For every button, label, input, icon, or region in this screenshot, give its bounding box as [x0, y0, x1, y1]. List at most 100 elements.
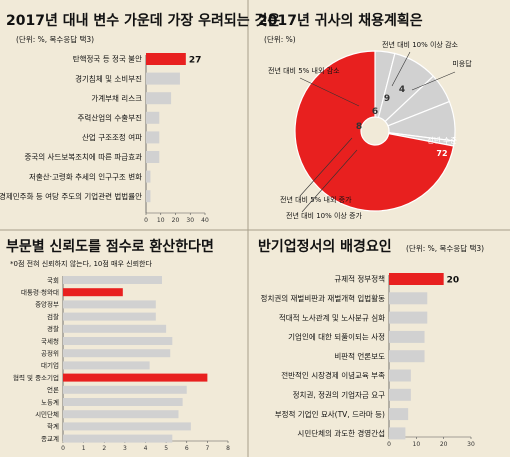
bar — [63, 349, 171, 358]
panel-hiring-subtitle: (단위: %) — [264, 34, 296, 44]
slice-value-label: 72 — [436, 149, 447, 158]
slice-name-label: 전년 수준 — [427, 135, 457, 145]
callout-label: 전년 대비 5% 내외 증가 — [280, 195, 352, 204]
bar — [63, 312, 156, 321]
callout-line — [391, 51, 411, 87]
bar — [63, 276, 162, 284]
category-label: 시민단체의 과도한 경영간섭 — [297, 428, 385, 438]
category-label: 적대적 노사관계 및 노사분규 심화 — [279, 312, 385, 322]
callout-line — [299, 137, 353, 197]
x-tick-label: 0 — [61, 445, 65, 452]
panel-anti-business-subtitle: (단위: %, 복수응답 택3) — [406, 243, 484, 253]
x-tick-label: 8 — [226, 445, 230, 452]
pie-slice — [294, 50, 455, 212]
category-label: 학계 — [47, 422, 59, 431]
x-tick-label: 40 — [201, 217, 209, 224]
slice-value-label: 9 — [384, 94, 390, 104]
bar — [63, 300, 156, 309]
category-label: 경찰 — [47, 324, 59, 333]
bar — [146, 131, 160, 144]
bar — [389, 330, 425, 343]
category-label: 협력 및 중소기업 — [13, 373, 59, 382]
bar — [389, 273, 444, 285]
bar — [389, 311, 428, 324]
x-tick-label: 2 — [102, 445, 106, 452]
category-label: 비판적 언론보도 — [334, 351, 385, 361]
category-label: 산업 구조조정 여파 — [82, 132, 142, 142]
bar — [63, 324, 167, 333]
bar — [389, 427, 406, 440]
category-label: 저출산·고령화 추세의 인구구조 변화 — [29, 171, 142, 181]
panel-concerns-subtitle: (단위: %, 복수응답 택3) — [16, 34, 94, 44]
panel-anti-business: 반기업정서의 배경요인 (단위: %, 복수응답 택3) 0 10 20 30 규제적 … — [258, 238, 484, 448]
panel-hiring-title: 2017년 귀사의 채용계획은 — [258, 12, 423, 29]
bar — [146, 92, 172, 105]
bar — [63, 288, 123, 297]
category-label: 정치권, 정권의 기업자금 요구 — [293, 390, 385, 400]
callout-label: 미응답 — [452, 59, 472, 68]
callout-label: 전년 대비 5% 내외 감소 — [268, 66, 340, 75]
x-tick-label: 30 — [186, 217, 194, 224]
bar — [146, 53, 186, 65]
bar — [146, 170, 151, 183]
bar — [63, 434, 173, 443]
bar — [389, 350, 425, 363]
category-label: 대기업 — [41, 361, 59, 370]
category-label: 규제적 정부정책 — [334, 274, 385, 284]
panel-concerns: 2017년 대내 변수 가운데 가장 우려되는 것은 (단위: %, 복수응답 … — [0, 12, 280, 224]
bar — [63, 337, 173, 345]
bar — [63, 422, 191, 431]
x-tick-label: 0 — [144, 217, 148, 224]
bar — [146, 111, 160, 124]
bar — [63, 361, 150, 370]
slice-value-label: 6 — [372, 107, 378, 117]
x-tick-label: 10 — [413, 441, 421, 448]
bar — [389, 369, 411, 382]
bar — [389, 388, 411, 401]
x-tick-label: 5 — [164, 445, 168, 452]
bar — [146, 190, 151, 203]
slice-value-label: 8 — [356, 122, 362, 132]
category-label: 종교계 — [41, 434, 59, 443]
x-tick-label: 20 — [172, 217, 180, 224]
bar — [146, 72, 180, 85]
category-label: 중국의 사드보복조치에 따른 파급효과 — [24, 152, 142, 162]
x-tick-label: 7 — [205, 445, 209, 452]
panel-concerns-title: 2017년 대내 변수 가운데 가장 우려되는 것은 — [6, 12, 280, 29]
category-label: 경기침체 및 소비부진 — [75, 73, 142, 83]
category-label: 국세청 — [41, 336, 59, 345]
category-label: 탄핵정국 등 정국 불안 — [73, 54, 142, 64]
x-tick-label: 30 — [467, 441, 475, 448]
bar — [389, 292, 428, 305]
category-label: 주력산업의 수출부진 — [78, 113, 143, 123]
bar — [63, 398, 183, 406]
callout-label: 전년 대비 10% 이상 증가 — [286, 211, 363, 220]
x-tick-label: 4 — [144, 445, 148, 452]
callout-line — [299, 77, 360, 107]
x-tick-label: 0 — [387, 441, 391, 448]
pie-slice — [377, 52, 435, 123]
category-label: 경제민주화 등 여당 주도의 기업관련 법법률안 — [0, 191, 142, 201]
bar — [63, 410, 179, 419]
bar — [146, 151, 160, 163]
callout-line — [411, 71, 456, 91]
category-label: 시민단체 — [35, 410, 59, 419]
panel-trust-title: 부문별 신뢰도를 점수로 환산한다면 — [6, 238, 214, 255]
category-label: 노동계 — [41, 397, 59, 406]
category-label: 중앙정부 — [35, 300, 59, 309]
callout-line — [301, 149, 358, 213]
category-label: 기업인에 대한 되풀이되는 사정 — [288, 332, 385, 342]
x-tick-label: 6 — [185, 445, 189, 452]
panel-trust: 부문별 신뢰도를 점수로 환산한다면 *0점 전혀 신뢰하지 않는다, 10점 … — [6, 238, 230, 452]
category-label: 검찰 — [47, 312, 59, 321]
category-label: 부정적 기업인 묘사(TV, 드라마 등) — [275, 409, 385, 419]
bar — [389, 408, 409, 421]
category-label: 국회 — [47, 276, 59, 284]
bar — [63, 373, 208, 382]
x-tick-label: 3 — [123, 445, 127, 452]
category-label: 언론 — [47, 386, 59, 394]
value-label: 20 — [447, 276, 460, 286]
x-tick-label: 20 — [440, 441, 448, 448]
bar — [63, 385, 187, 394]
